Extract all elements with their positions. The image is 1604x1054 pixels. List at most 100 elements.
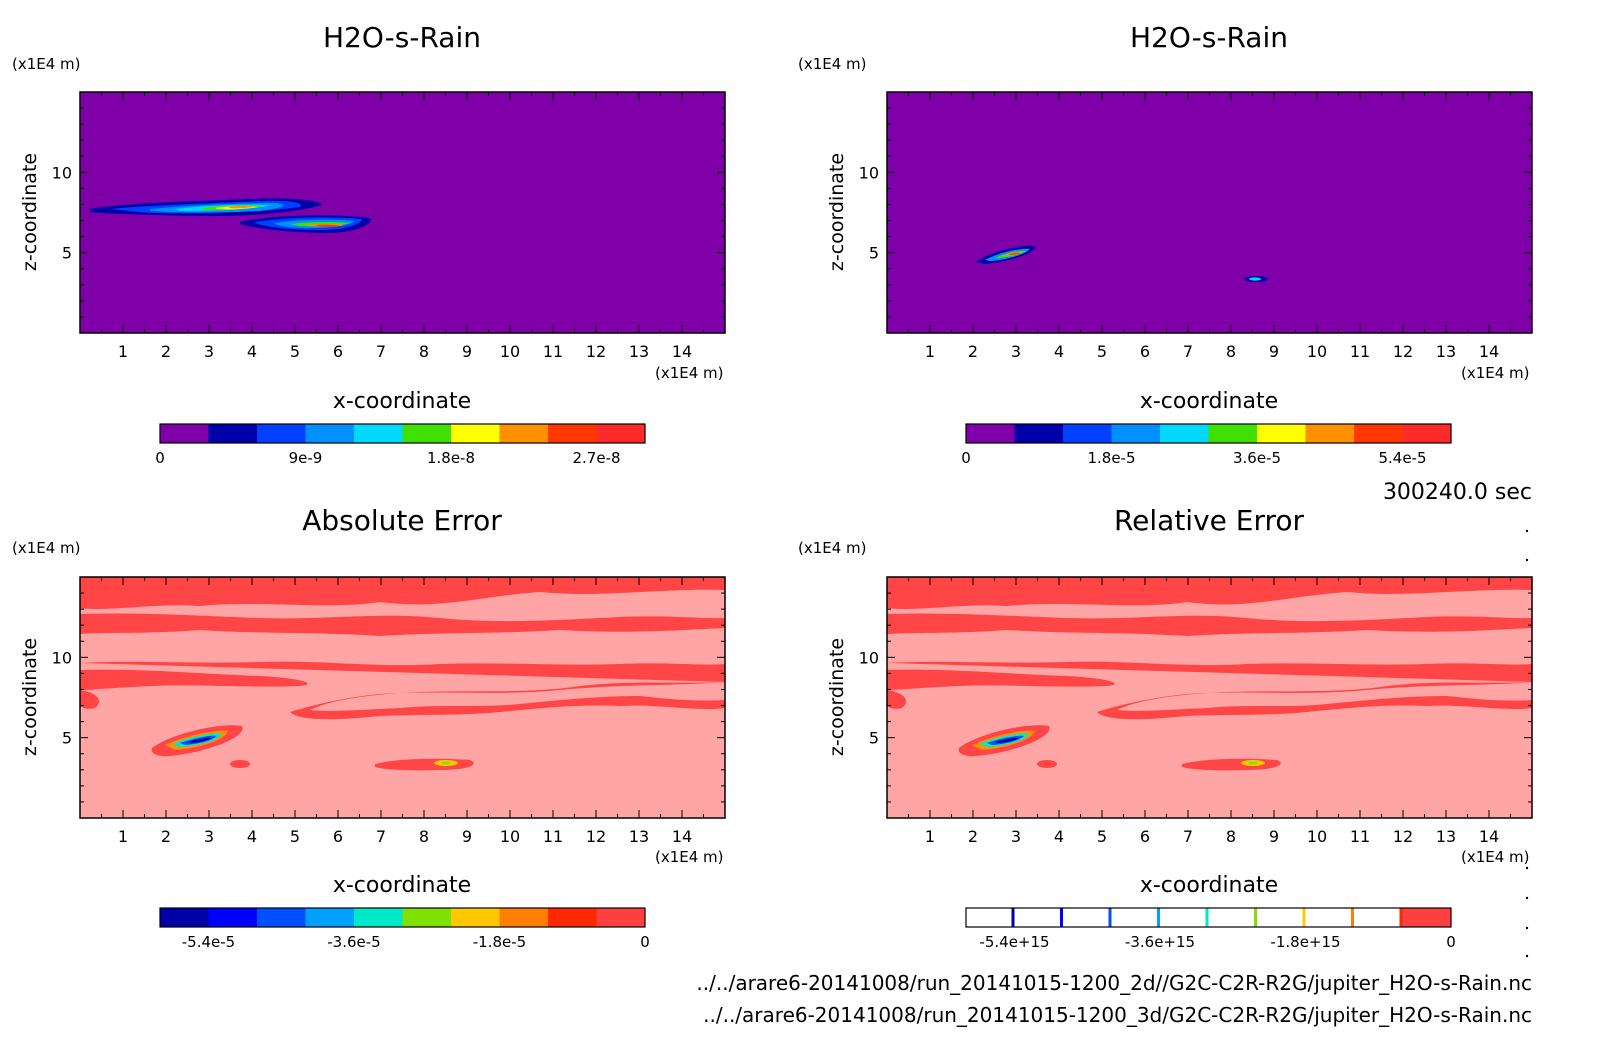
colorbar-tick-label: 0 — [155, 449, 165, 467]
margin-dots — [1525, 529, 1529, 958]
x-tick-label: 13 — [1436, 827, 1456, 846]
contour-region — [995, 737, 1019, 743]
panel-absolute-error: Absolute Error (x1E4 m) 1 2 3 4 5 6 7 8 9 10 11 12 1… — [12, 504, 726, 951]
colorbar-segment — [596, 908, 645, 927]
x-tick-label: 14 — [672, 827, 692, 846]
colorbar-segment — [354, 424, 403, 443]
error-band — [80, 613, 725, 636]
x-tick-label: 7 — [376, 342, 386, 361]
x-tick-label: 4 — [1054, 827, 1064, 846]
colorbar-segment — [208, 424, 257, 443]
x-tick-label: 12 — [1393, 342, 1413, 361]
colorbar-segment-edge — [1254, 908, 1257, 927]
colorbar-segment — [305, 908, 354, 927]
x-tick-label: 10 — [1307, 342, 1327, 361]
x-axis-label: x-coordinate — [333, 873, 471, 898]
error-band — [80, 661, 725, 720]
colorbar-segment — [1160, 424, 1209, 443]
colorbar-segment — [1111, 424, 1160, 443]
x-tick-label: 4 — [1054, 342, 1064, 361]
x-axis-label: x-coordinate — [1140, 389, 1278, 414]
colorbar-segment — [1305, 908, 1354, 927]
colorbar-segment — [402, 908, 451, 927]
colorbar-segment — [966, 908, 1015, 927]
panel-title: H2O-s-Rain — [1130, 21, 1288, 54]
x-tick-label: 5 — [1097, 827, 1107, 846]
x-tick-label: 8 — [1226, 342, 1236, 361]
x-tick-label: 12 — [1393, 827, 1413, 846]
colorbar-tick-label: 9e-9 — [289, 449, 323, 467]
colorbar-tick-label: -1.8e+15 — [1270, 933, 1340, 951]
colorbar-segment — [1402, 908, 1451, 927]
plot-field — [80, 92, 725, 333]
colorbar-segment — [1160, 908, 1209, 927]
contour-level-4 — [1249, 277, 1261, 281]
y-tick-label: 10 — [52, 163, 72, 182]
colorbar-tick-label: -1.8e-5 — [473, 933, 526, 951]
x-tick-label: 4 — [247, 827, 257, 846]
contour-region — [188, 737, 212, 743]
x-tick-label: 1 — [118, 827, 128, 846]
colorbar-segment — [1208, 424, 1257, 443]
y-unit-label: (x1E4 m) — [798, 55, 867, 73]
y-tick-label: 10 — [859, 163, 879, 182]
x-tick-label: 13 — [629, 827, 649, 846]
file-path-2d: ../../arare6-20141008/run_20141015-1200_… — [696, 971, 1532, 995]
x-tick-label: 1 — [118, 342, 128, 361]
x-tick-label: 9 — [1269, 342, 1279, 361]
contour-level-8 — [315, 224, 340, 227]
error-band — [80, 577, 725, 610]
x-axis-label: x-coordinate — [333, 389, 471, 414]
colorbar-segment — [160, 424, 209, 443]
colorbar-segment — [596, 424, 645, 443]
x-tick-label: 8 — [419, 342, 429, 361]
plot-field — [887, 92, 1532, 333]
field-background — [887, 92, 1532, 333]
x-tick-label: 3 — [204, 342, 214, 361]
colorbar-frame — [159, 907, 646, 928]
colorbar-tick-label: 5.4e-5 — [1378, 449, 1426, 467]
x-unit-label: (x1E4 m) — [1461, 364, 1530, 382]
x-tick-label: 2 — [968, 342, 978, 361]
x-tick-label: 1 — [925, 827, 935, 846]
x-tick-label: 6 — [1140, 827, 1150, 846]
colorbar-segment — [1402, 424, 1451, 443]
x-tick-label: 14 — [1479, 827, 1499, 846]
contour-region — [230, 760, 250, 768]
x-tick-label: 5 — [1097, 342, 1107, 361]
error-band — [887, 661, 1532, 720]
colorbar-segment-edge — [1351, 908, 1354, 927]
colorbar-frame — [965, 423, 1452, 444]
x-unit-label: (x1E4 m) — [655, 848, 724, 866]
colorbar-tick-label: -5.4e+15 — [979, 933, 1049, 951]
colorbar-segment-edge — [1011, 908, 1015, 927]
y-tick-label: 5 — [869, 729, 879, 748]
y-axis-label: z-coordinate — [826, 153, 848, 271]
error-band — [887, 690, 907, 709]
error-band — [887, 577, 1532, 610]
colorbar-segment — [208, 908, 257, 927]
colorbar-tick-label: 1.8e-8 — [427, 449, 475, 467]
colorbar-tick-label: 0 — [961, 449, 971, 467]
contour-level-8 — [1008, 252, 1020, 255]
colorbar-segment — [966, 424, 1015, 443]
x-tick-label: 2 — [968, 827, 978, 846]
colorbar-frame — [159, 423, 646, 444]
contour-region — [1037, 760, 1057, 768]
colorbar-segment-edge — [1108, 908, 1112, 927]
colorbar-segment — [257, 908, 306, 927]
panel-title: H2O-s-Rain — [323, 21, 481, 54]
x-tick-label: 12 — [586, 342, 606, 361]
colorbar-tick-label: 1.8e-5 — [1087, 449, 1135, 467]
y-tick-label: 10 — [859, 648, 879, 667]
x-tick-label: 8 — [1226, 827, 1236, 846]
colorbar-segment — [451, 908, 500, 927]
x-unit-label: (x1E4 m) — [1461, 848, 1530, 866]
y-axis-label: z-coordinate — [19, 153, 41, 271]
colorbar-tick-label: -5.4e-5 — [182, 933, 235, 951]
contour-region — [441, 761, 451, 765]
colorbar-segment — [1014, 908, 1063, 927]
